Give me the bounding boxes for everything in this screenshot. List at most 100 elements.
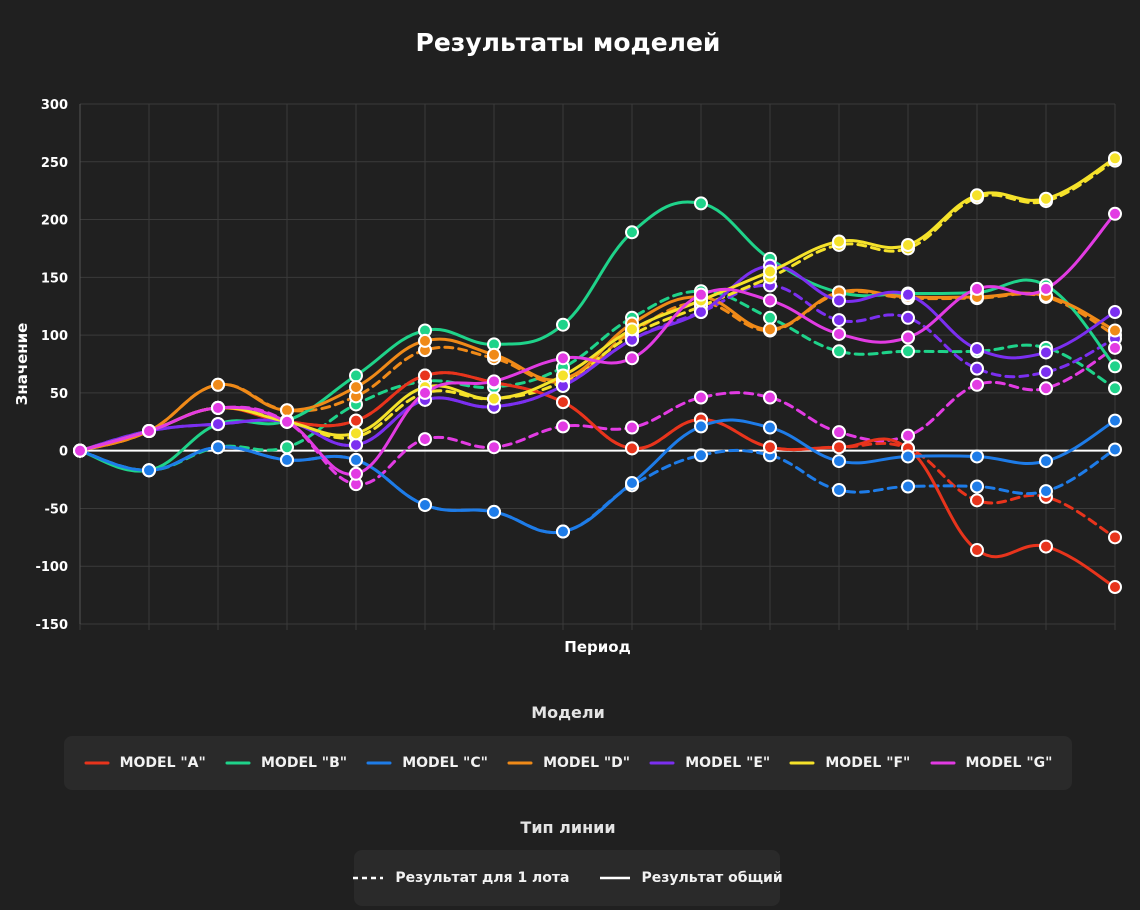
data-point-model-f-solid (1039, 191, 1053, 206)
data-point-model-g-dashed (970, 377, 984, 392)
series-line-model-a-solid (78, 371, 1117, 589)
data-point-model-e-dashed (832, 313, 846, 328)
y-tick-label: 300 (41, 98, 68, 113)
data-point-model-f-solid (1108, 151, 1122, 166)
data-point-model-g-dashed (832, 425, 846, 440)
chart-title: Результаты моделей (415, 28, 721, 57)
legend-item-model-f[interactable]: MODEL "F" (789, 755, 910, 771)
y-tick-label: -150 (35, 618, 68, 633)
data-point-model-g-solid (73, 443, 87, 458)
data-point-model-g-dashed (694, 390, 708, 405)
legend-swatch-icon (507, 761, 533, 765)
data-point-model-d-solid (418, 333, 432, 348)
data-point-model-g-solid (970, 281, 984, 296)
data-point-model-f-solid (349, 426, 363, 441)
data-point-model-a-solid (418, 368, 432, 383)
y-tick-label: -100 (35, 560, 68, 575)
data-point-model-c-solid (349, 452, 363, 467)
data-point-model-c-solid (625, 476, 639, 491)
data-point-model-g-solid (901, 330, 915, 345)
series-line-model-e-dashed (78, 283, 1117, 453)
series-line-model-b-solid (78, 200, 1117, 473)
data-point-model-g-solid (418, 385, 432, 400)
series-line-model-e-solid (78, 264, 1117, 453)
y-tick-label: -50 (45, 502, 69, 517)
line-type-legend: Результат для 1 лота Результат общий (351, 850, 783, 906)
data-point-model-g-solid (1108, 206, 1122, 221)
data-point-model-g-solid (694, 287, 708, 302)
legend-label: Результат общий (641, 870, 783, 886)
data-point-model-c-solid (418, 497, 432, 512)
data-point-model-a-solid (625, 441, 639, 456)
legend-label: MODEL "C" (402, 755, 488, 771)
series-line-model-c-solid (78, 418, 1117, 535)
legend-label: MODEL "B" (260, 755, 348, 771)
legend-label: MODEL "A" (119, 755, 206, 771)
data-point-model-g-dashed (763, 390, 777, 405)
data-point-model-c-solid (280, 452, 294, 467)
data-point-model-f-solid (970, 188, 984, 203)
data-point-model-e-solid (901, 287, 915, 302)
data-point-model-b-dashed (1108, 381, 1122, 396)
data-point-model-f-solid (832, 234, 846, 249)
data-point-model-b-dashed (280, 440, 294, 455)
data-point-model-d-solid (1108, 323, 1122, 338)
data-point-model-g-solid (142, 424, 156, 439)
data-point-model-c-solid (901, 449, 915, 464)
data-point-model-a-dashed (970, 493, 984, 508)
data-point-model-c-dashed (970, 479, 984, 494)
data-point-model-a-solid (556, 395, 570, 410)
data-point-model-g-dashed (1108, 340, 1122, 355)
data-point-model-c-solid (1039, 454, 1053, 469)
legend-item-line-solid[interactable]: Результат общий (598, 870, 783, 886)
data-point-model-c-dashed (901, 479, 915, 494)
data-point-model-b-dashed (901, 344, 915, 359)
data-point-model-c-dashed (832, 482, 846, 497)
data-point-model-d-solid (349, 380, 363, 395)
legend-item-line-dashed[interactable]: Результат для 1 лота (351, 870, 570, 886)
data-point-model-e-solid (211, 417, 225, 432)
legend-swatch-icon (789, 761, 815, 765)
data-point-model-b-solid (1108, 359, 1122, 374)
data-point-model-d-solid (280, 403, 294, 418)
legend-item-model-g[interactable]: MODEL "G" (930, 755, 1053, 771)
legend-item-model-d[interactable]: MODEL "D" (507, 755, 630, 771)
data-point-model-c-solid (556, 524, 570, 539)
legend-line-solid-icon (599, 876, 630, 880)
data-point-model-b-solid (625, 225, 639, 240)
data-point-model-f-solid (556, 368, 570, 383)
y-tick-label: 0 (59, 445, 68, 460)
data-point-model-a-solid (349, 413, 363, 428)
data-point-model-g-solid (1039, 281, 1053, 296)
data-point-model-g-dashed (487, 440, 501, 455)
y-tick-label: 100 (41, 329, 68, 344)
data-point-model-e-dashed (970, 361, 984, 376)
legend-item-model-e[interactable]: MODEL "E" (649, 755, 770, 771)
series-line-model-f-solid (78, 156, 1117, 453)
data-point-model-a-dashed (1108, 530, 1122, 545)
data-point-model-b-dashed (832, 344, 846, 359)
data-point-model-g-solid (487, 374, 501, 389)
series-line-model-b-dashed (78, 289, 1117, 472)
data-point-model-e-solid (1108, 305, 1122, 319)
legend-item-model-b[interactable]: MODEL "B" (225, 755, 347, 771)
data-point-model-b-solid (556, 317, 570, 332)
data-point-model-g-dashed (625, 420, 639, 435)
legend-item-model-c[interactable]: MODEL "C" (366, 755, 488, 771)
series-line-model-d-solid (78, 288, 1117, 453)
data-point-model-a-solid (970, 543, 984, 558)
data-point-model-g-solid (763, 293, 777, 308)
legend-label: MODEL "G" (965, 755, 1053, 771)
data-point-model-e-dashed (1039, 365, 1053, 380)
data-point-model-c-solid (142, 463, 156, 478)
legend-swatch-icon (84, 761, 110, 765)
data-point-model-g-solid (556, 351, 570, 366)
legend-line-dashed-icon (353, 876, 384, 880)
data-point-model-a-solid (1039, 539, 1053, 554)
legend-swatch-icon (930, 761, 955, 765)
data-point-model-a-solid (832, 440, 846, 455)
models-legend: MODEL "A" MODEL "B" MODEL "C" MODEL "D" MODE… (64, 736, 1072, 790)
legend-item-model-a[interactable]: MODEL "A" (84, 755, 206, 771)
data-point-model-f-solid (901, 237, 915, 252)
y-axis-label: Значение (13, 323, 31, 406)
